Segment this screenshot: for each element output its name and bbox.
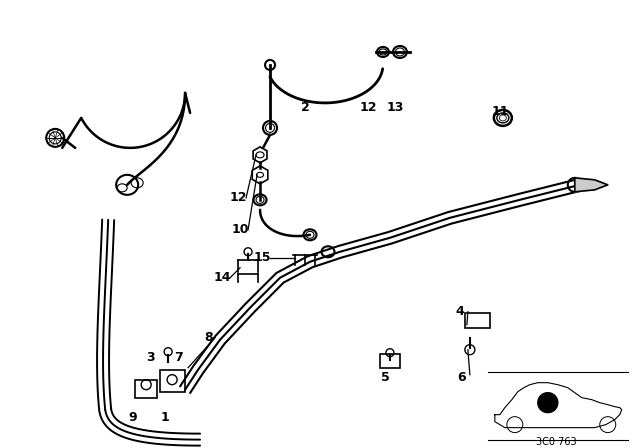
Text: 4: 4: [456, 305, 464, 318]
Bar: [135, 379, 157, 398]
Bar: [380, 354, 400, 368]
Text: 2: 2: [301, 101, 309, 114]
Text: 12: 12: [229, 191, 247, 204]
Text: 1: 1: [161, 411, 170, 424]
Text: 15: 15: [253, 251, 271, 264]
Circle shape: [538, 392, 558, 413]
Polygon shape: [575, 178, 608, 192]
Text: 13: 13: [387, 101, 404, 114]
Text: 14: 14: [213, 271, 231, 284]
Text: 5: 5: [381, 371, 389, 384]
Text: 6: 6: [458, 371, 466, 384]
Text: 3C0 763: 3C0 763: [536, 437, 577, 447]
Text: 11: 11: [491, 105, 509, 118]
Text: 12: 12: [359, 101, 377, 114]
Text: 7: 7: [173, 351, 182, 364]
Text: 3: 3: [146, 351, 154, 364]
Text: 9: 9: [129, 411, 138, 424]
Bar: [465, 313, 490, 328]
Text: 10: 10: [231, 223, 249, 236]
Text: 8: 8: [204, 331, 212, 344]
Bar: [160, 370, 185, 392]
